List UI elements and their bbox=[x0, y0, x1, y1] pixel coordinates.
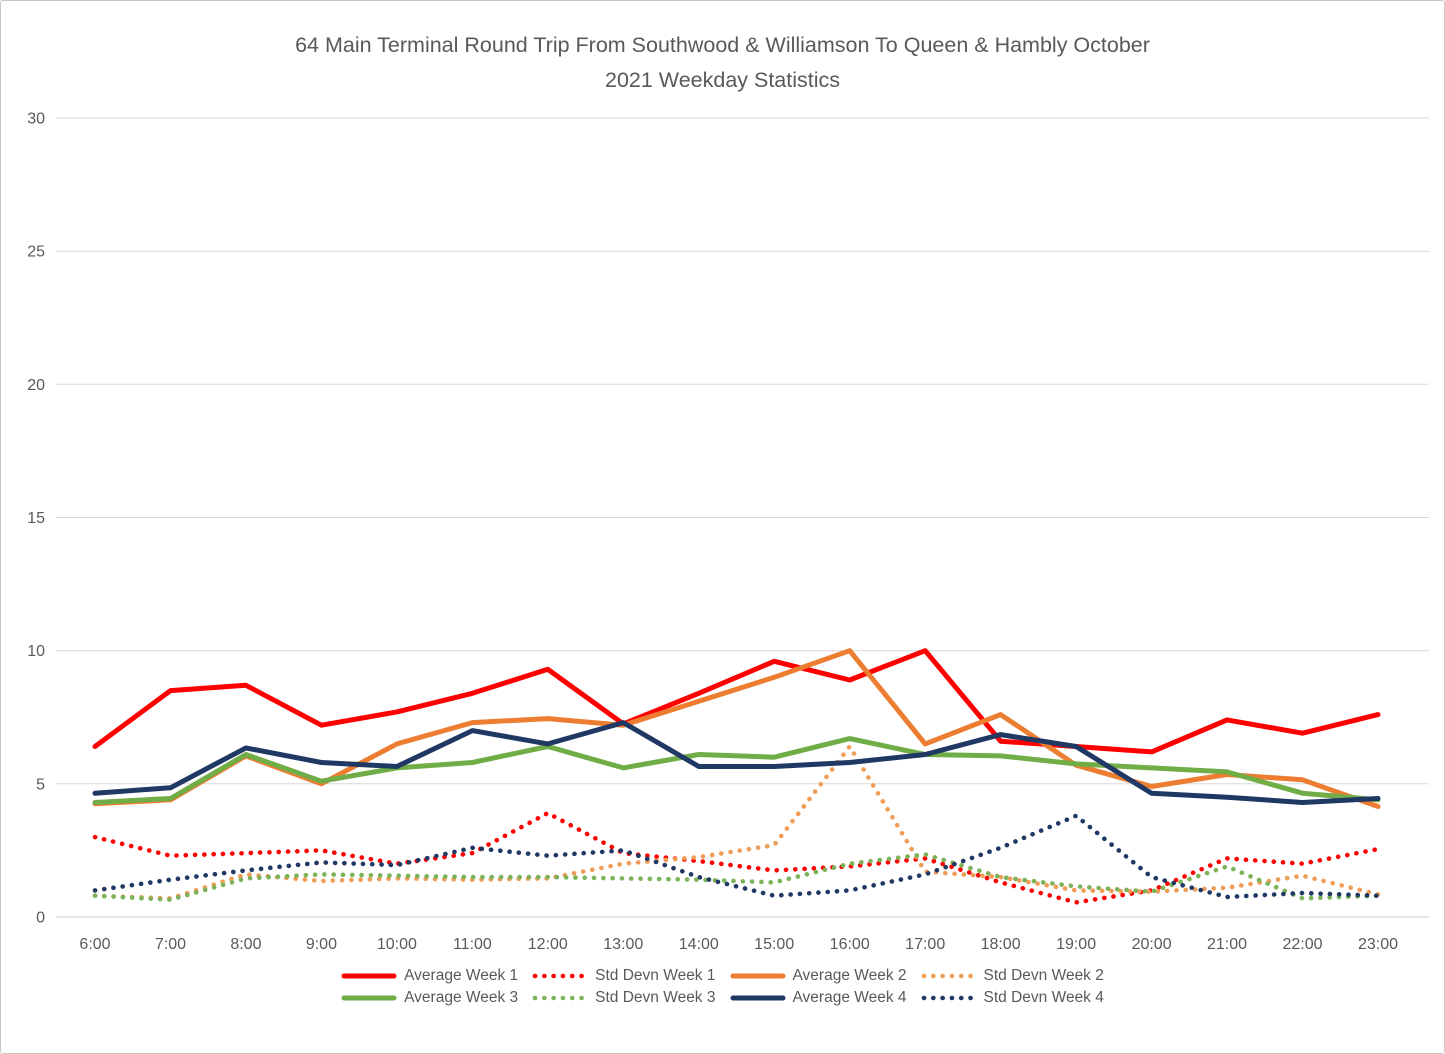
legend-label: Std Devn Week 4 bbox=[983, 989, 1104, 1006]
y-axis-label-5: 5 bbox=[36, 776, 45, 793]
x-axis-label-700: 7:00 bbox=[155, 936, 186, 953]
legend-label: Average Week 1 bbox=[404, 967, 519, 984]
series-std-devn-week-4 bbox=[92, 813, 1381, 900]
x-axis-label-1200: 12:00 bbox=[528, 936, 568, 953]
legend-item-std-devn-week-1[interactable]: Std Devn Week 1 bbox=[532, 967, 716, 985]
solid-line-swatch-icon bbox=[730, 973, 785, 979]
chart-title-line-2: 2021 Weekday Statistics bbox=[604, 68, 841, 92]
x-axis-label-800: 8:00 bbox=[230, 936, 261, 953]
x-axis-label-1600: 16:00 bbox=[830, 936, 870, 953]
series-average-week-3 bbox=[92, 736, 1381, 805]
x-axis-label-2200: 22:00 bbox=[1282, 936, 1322, 953]
legend-label: Average Week 4 bbox=[792, 989, 907, 1006]
x-axis-label-1500: 15:00 bbox=[754, 936, 794, 953]
solid-line-swatch-icon bbox=[730, 995, 785, 1001]
legend-label: Average Week 2 bbox=[792, 967, 907, 984]
dotted-line-swatch-icon bbox=[532, 995, 588, 1001]
x-axis-label-1800: 18:00 bbox=[981, 936, 1021, 953]
legend-item-average-week-2[interactable]: Average Week 2 bbox=[730, 967, 907, 985]
legend-label: Average Week 3 bbox=[404, 989, 519, 1006]
chart-title: 64 Main Terminal Round Trip From Southwo… bbox=[1, 28, 1444, 98]
legend-row-2: Average Week 3 Std Devn Week 3 Average Wee… bbox=[334, 989, 1111, 1007]
series-std-devn-week-1 bbox=[92, 810, 1381, 905]
dotted-line-swatch-icon bbox=[921, 995, 976, 1001]
series-std-devn-week-3 bbox=[92, 852, 1381, 903]
y-axis-label-15: 15 bbox=[27, 510, 45, 527]
x-axis-label-2100: 21:00 bbox=[1207, 936, 1247, 953]
series-average-week-2 bbox=[92, 648, 1381, 809]
legend-item-average-week-3[interactable]: Average Week 3 bbox=[341, 989, 518, 1007]
y-axis-label-25: 25 bbox=[27, 244, 45, 261]
legend-item-std-devn-week-2[interactable]: Std Devn Week 2 bbox=[921, 967, 1104, 985]
solid-line-swatch-icon bbox=[341, 995, 397, 1001]
y-axis-label-20: 20 bbox=[27, 377, 45, 394]
y-axis-label-10: 10 bbox=[27, 643, 45, 660]
chart-title-line-1: 64 Main Terminal Round Trip From Southwo… bbox=[295, 33, 1150, 57]
x-axis-label-1000: 10:00 bbox=[377, 936, 417, 953]
dotted-line-swatch-icon bbox=[921, 973, 976, 979]
series-average-week-1 bbox=[92, 648, 1381, 755]
x-axis-label-1400: 14:00 bbox=[679, 936, 719, 953]
legend-item-std-devn-week-3[interactable]: Std Devn Week 3 bbox=[532, 989, 716, 1007]
legend-item-std-devn-week-4[interactable]: Std Devn Week 4 bbox=[921, 989, 1104, 1007]
x-axis-label-1900: 19:00 bbox=[1056, 936, 1096, 953]
y-axis-label-30: 30 bbox=[27, 111, 45, 128]
x-axis-label-600: 6:00 bbox=[79, 936, 110, 953]
x-axis-label-1700: 17:00 bbox=[905, 936, 945, 953]
chart-legend: Average Week 1 Std Devn Week 1 Average Wee… bbox=[1, 967, 1444, 1007]
x-axis-label-2000: 20:00 bbox=[1132, 936, 1172, 953]
legend-label: Std Devn Week 3 bbox=[595, 989, 716, 1006]
y-axis-label-0: 0 bbox=[36, 910, 45, 927]
x-axis-label-2300: 23:00 bbox=[1358, 936, 1398, 953]
dotted-line-swatch-icon bbox=[532, 973, 588, 979]
legend-item-average-week-1[interactable]: Average Week 1 bbox=[341, 967, 518, 985]
legend-row-1: Average Week 1 Std Devn Week 1 Average Wee… bbox=[334, 967, 1111, 985]
series-average-week-4 bbox=[92, 720, 1381, 805]
x-axis-label-1100: 11:00 bbox=[453, 936, 492, 953]
legend-label: Std Devn Week 2 bbox=[983, 967, 1104, 984]
solid-line-swatch-icon bbox=[341, 973, 397, 979]
legend-label: Std Devn Week 1 bbox=[595, 967, 716, 984]
x-axis-label-900: 9:00 bbox=[306, 936, 337, 953]
x-axis-label-1300: 13:00 bbox=[603, 936, 643, 953]
legend-item-average-week-4[interactable]: Average Week 4 bbox=[730, 989, 907, 1007]
